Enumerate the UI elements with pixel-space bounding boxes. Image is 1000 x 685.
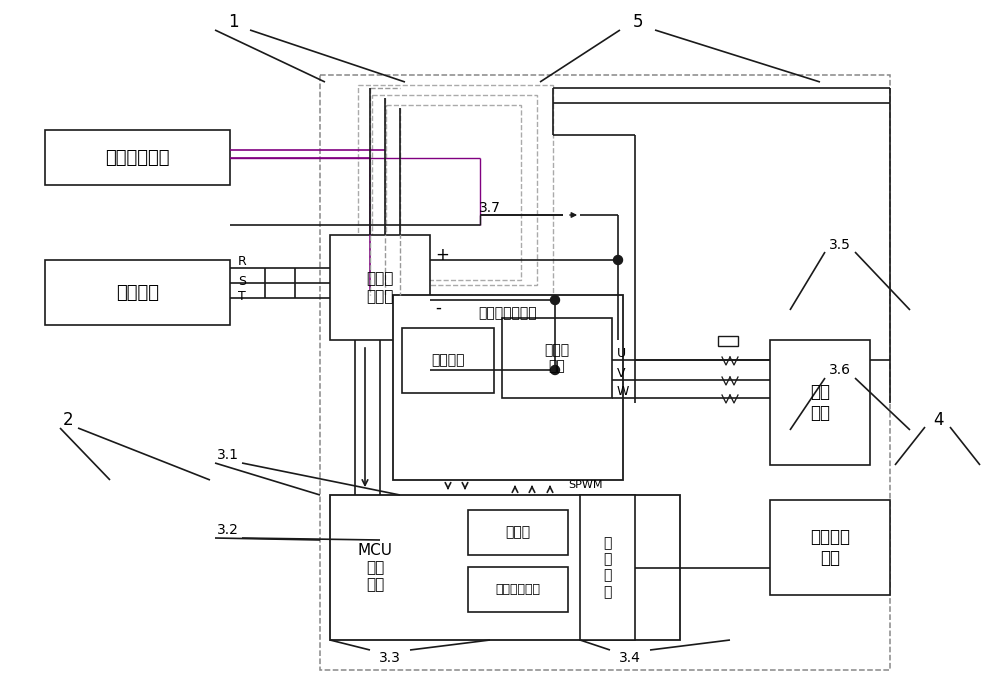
Circle shape bbox=[550, 295, 560, 305]
Text: W: W bbox=[617, 384, 629, 397]
Text: 3.1: 3.1 bbox=[217, 448, 239, 462]
Bar bbox=[45, 260, 230, 325]
Text: 3.5: 3.5 bbox=[829, 238, 851, 252]
Text: 2: 2 bbox=[63, 411, 73, 429]
Bar bbox=[393, 295, 623, 480]
Text: 空调
模块: 空调 模块 bbox=[810, 383, 830, 422]
Text: 开关电源: 开关电源 bbox=[431, 353, 465, 367]
Text: 连
接
接
口: 连 接 接 口 bbox=[603, 536, 612, 599]
Bar bbox=[468, 567, 568, 612]
Text: 5: 5 bbox=[633, 13, 643, 31]
Text: 压缩机驱动模块: 压缩机驱动模块 bbox=[479, 306, 537, 320]
Text: 功率检测模块: 功率检测模块 bbox=[496, 583, 540, 596]
Bar bbox=[468, 510, 568, 555]
Text: 3.3: 3.3 bbox=[379, 651, 401, 665]
Text: 市电控
制模块: 市电控 制模块 bbox=[366, 271, 394, 303]
Text: 1: 1 bbox=[228, 13, 238, 31]
Text: 市政电力: 市政电力 bbox=[116, 284, 159, 301]
Bar bbox=[718, 336, 738, 346]
Text: 3.6: 3.6 bbox=[829, 363, 851, 377]
Bar bbox=[580, 495, 635, 640]
Text: T: T bbox=[238, 290, 246, 303]
Text: 3.7: 3.7 bbox=[479, 201, 501, 215]
Bar bbox=[402, 328, 494, 393]
Text: S: S bbox=[238, 275, 246, 288]
Bar bbox=[358, 85, 553, 295]
Text: R: R bbox=[238, 255, 247, 268]
Text: U: U bbox=[617, 347, 626, 360]
Text: 压缩机
驱动: 压缩机 驱动 bbox=[544, 343, 570, 373]
Text: 3.2: 3.2 bbox=[217, 523, 239, 537]
Text: MCU
控制
模块: MCU 控制 模块 bbox=[358, 543, 392, 593]
Bar bbox=[45, 130, 230, 185]
Circle shape bbox=[614, 256, 622, 264]
Text: -: - bbox=[435, 299, 441, 317]
Bar bbox=[330, 495, 680, 640]
Text: +: + bbox=[435, 246, 449, 264]
Text: 3.4: 3.4 bbox=[619, 651, 641, 665]
Bar bbox=[386, 105, 521, 280]
Text: 处理器: 处理器 bbox=[505, 525, 531, 540]
Bar bbox=[372, 95, 537, 285]
Bar bbox=[502, 318, 612, 398]
Text: SPWM: SPWM bbox=[568, 480, 602, 490]
Bar bbox=[770, 500, 890, 595]
Bar bbox=[320, 75, 890, 670]
Circle shape bbox=[550, 366, 560, 375]
Text: V: V bbox=[617, 366, 626, 379]
Bar bbox=[770, 340, 870, 465]
Bar bbox=[330, 235, 430, 340]
Text: 光伏电池阵列: 光伏电池阵列 bbox=[105, 149, 170, 166]
Text: 4: 4 bbox=[933, 411, 943, 429]
Text: 人机交互
模块: 人机交互 模块 bbox=[810, 528, 850, 567]
